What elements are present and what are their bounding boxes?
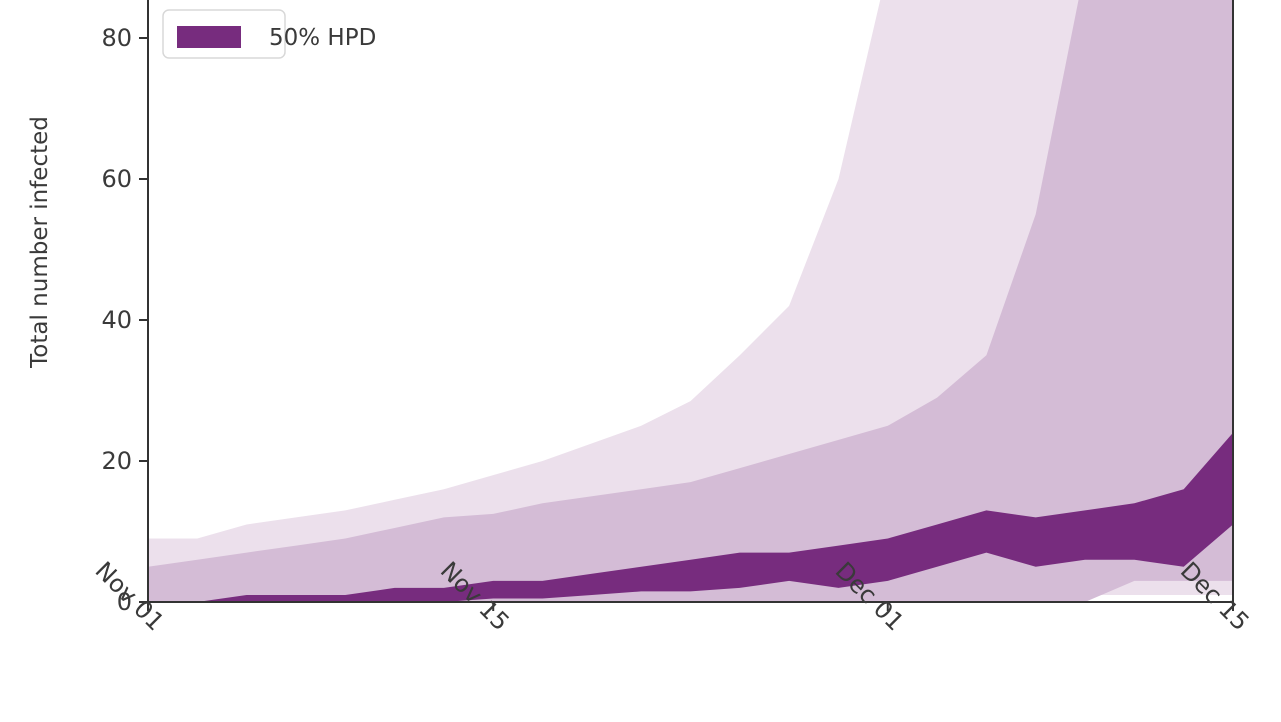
band-layer	[148, 0, 1233, 602]
legend-swatch-50-hpd	[177, 26, 241, 48]
band-inner-50-hpd	[148, 432, 1233, 602]
y-axis-ticks: 0 20 40 60 80	[101, 24, 148, 616]
y-tick-label: 80	[101, 24, 132, 52]
band-middle	[148, 0, 1233, 602]
legend-label-50-hpd: 50% HPD	[269, 25, 376, 51]
y-tick-label: 20	[101, 447, 132, 475]
axes	[147, 0, 1234, 603]
legend: 50% HPD	[162, 9, 376, 59]
y-tick-label: 60	[101, 165, 132, 193]
y-axis-title: Total number infected	[27, 116, 53, 369]
y-tick-label: 40	[101, 306, 132, 334]
y-tick-label: 0	[117, 588, 132, 616]
